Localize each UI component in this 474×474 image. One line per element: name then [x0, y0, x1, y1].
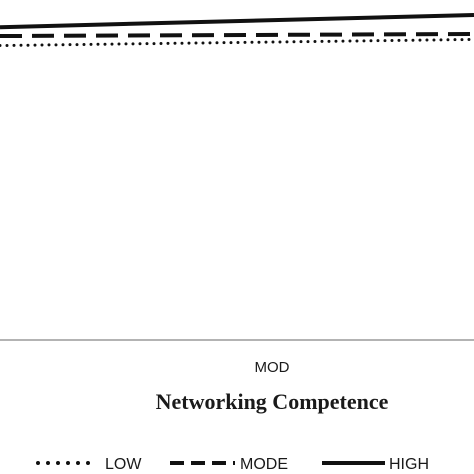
x-tick-label: MOD	[255, 359, 290, 376]
series-line-mode	[0, 32, 474, 39]
legend-label-mode: MODE	[240, 456, 288, 473]
legend-label-high: HIGH	[389, 456, 429, 473]
legend-label-low: LOW	[105, 456, 142, 473]
series-line-high	[0, 12, 474, 30]
x-axis-title: Networking Competence	[156, 389, 389, 414]
series-lines	[0, 12, 474, 48]
series-line-low	[0, 37, 474, 48]
legend: LOW MODE HIGH	[36, 456, 429, 473]
